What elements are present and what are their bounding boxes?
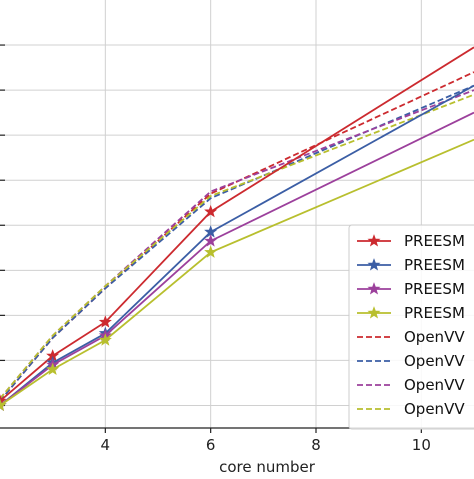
tick-labels: 4 6 8 10 bbox=[101, 436, 431, 454]
legend-marker bbox=[367, 306, 381, 319]
data-point-marker bbox=[98, 333, 112, 346]
data-point-marker bbox=[204, 234, 218, 247]
series-line bbox=[0, 84, 474, 402]
x-tick-label: 10 bbox=[412, 436, 431, 454]
x-tick-label: 8 bbox=[311, 436, 321, 454]
legend-label: PREESM bbox=[404, 304, 465, 322]
series-line bbox=[0, 93, 474, 400]
series-lines bbox=[0, 46, 474, 412]
data-point-marker bbox=[46, 362, 60, 375]
legend-label: OpenVV bbox=[404, 376, 465, 394]
x-tick-label: 4 bbox=[101, 436, 111, 454]
legend-marker bbox=[367, 234, 381, 247]
data-point-marker bbox=[98, 315, 112, 328]
legend: PREESM PREESM PREESM PREESM OpenVV OpenVV Open… bbox=[348, 224, 474, 430]
data-point-marker bbox=[204, 245, 218, 258]
data-point-marker bbox=[0, 398, 7, 412]
legend-label: OpenVV bbox=[404, 400, 465, 418]
legend-label: PREESM bbox=[404, 232, 465, 250]
legend-marker bbox=[367, 282, 381, 295]
legend-label: PREESM bbox=[404, 280, 465, 298]
legend-marker bbox=[367, 258, 381, 271]
data-point-marker bbox=[204, 204, 218, 218]
x-tick-label: 6 bbox=[206, 436, 216, 454]
x-axis-label: core number bbox=[219, 458, 316, 474]
legend-label: PREESM bbox=[404, 256, 465, 274]
legend-box bbox=[348, 224, 474, 430]
legend-label: OpenVV bbox=[404, 352, 465, 370]
grid bbox=[0, 0, 474, 428]
legend-label: OpenVV bbox=[404, 328, 465, 346]
